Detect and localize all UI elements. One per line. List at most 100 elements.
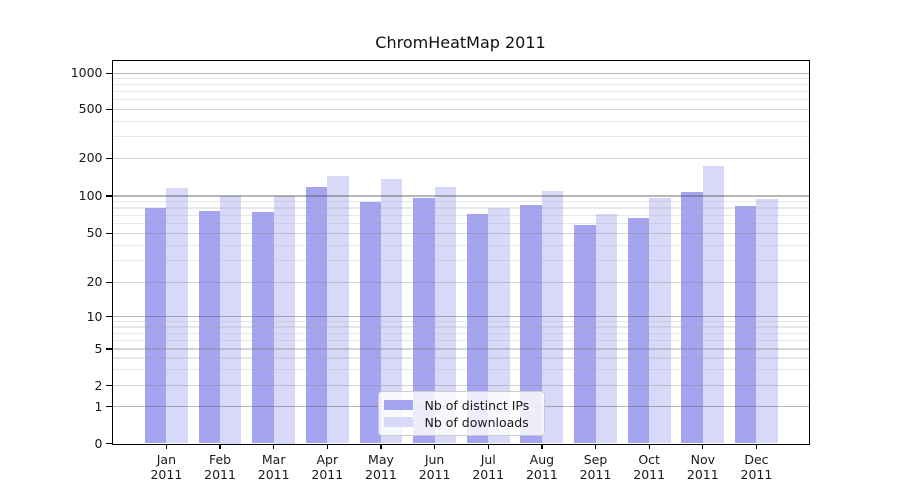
y-tick-label: 10 — [86, 308, 103, 324]
legend-label-downloads: Nb of downloads — [424, 414, 529, 430]
bar-nb-of-distinct-ips-sep — [574, 225, 596, 444]
bar-nb-of-distinct-ips-feb — [198, 210, 221, 444]
bar-nb-of-downloads-jan — [166, 188, 188, 444]
gridline-minor — [112, 244, 809, 246]
y-tick-label: 2 — [94, 377, 103, 393]
gridline-mid — [112, 108, 809, 110]
gridline-minor — [112, 222, 809, 225]
legend-item-downloads: Nb of downloads — [384, 414, 544, 431]
bar-nb-of-distinct-ips-jun — [413, 198, 435, 444]
gridline-mid — [112, 157, 809, 159]
bar-nb-of-distinct-ips-oct — [627, 218, 650, 444]
gridline-minor — [112, 260, 809, 262]
bar-nb-of-downloads-may — [380, 178, 403, 444]
gridline-minor — [112, 326, 809, 328]
gridline-minor — [112, 78, 809, 80]
gridline-minor — [112, 120, 809, 122]
bar-nb-of-downloads-mar — [273, 196, 296, 444]
y-tick-label: 200 — [78, 150, 103, 166]
x-tick — [487, 443, 489, 449]
x-tick-label-apr: Apr 2011 — [311, 452, 344, 482]
gridline-minor — [112, 207, 809, 209]
gridline-mid — [112, 348, 809, 350]
plot-area: 0 1 2 5 10 20 50 100 200 500 1000 Jan 2011 Feb 2011 Mar… — [71, 60, 810, 482]
gridline-minor — [112, 321, 809, 323]
x-tick — [326, 443, 328, 449]
x-tick-label-dec: Dec 2011 — [740, 452, 773, 482]
x-tick — [219, 443, 221, 449]
bar-nb-of-distinct-ips-aug — [520, 204, 542, 444]
x-tick-label-jun: Jun 2011 — [418, 452, 451, 482]
bar-nb-of-downloads-nov — [702, 165, 725, 444]
gridline-mid — [112, 281, 809, 283]
gridline-major — [112, 316, 809, 318]
y-tick — [105, 195, 113, 197]
y-tick — [105, 316, 113, 318]
x-tick-label-may: May 2011 — [365, 452, 397, 482]
gridline-major — [112, 72, 809, 74]
x-tick — [755, 443, 758, 449]
y-tick — [105, 348, 113, 350]
bar-nb-of-downloads-jul — [488, 208, 510, 444]
x-tick-label-sep: Sep 2011 — [579, 452, 612, 482]
x-tick-label-oct: Oct 2011 — [633, 452, 666, 482]
y-tick — [105, 157, 113, 159]
gridline-mid — [112, 232, 809, 234]
x-tick-label-jul: Jul 2011 — [472, 452, 505, 482]
x-tick-label-aug: Aug 2011 — [525, 452, 558, 482]
x-tick — [702, 443, 704, 449]
y-tick-label: 500 — [78, 101, 103, 117]
gridline-minor — [112, 84, 809, 86]
gridline-minor — [112, 136, 809, 138]
legend-item-distinct-ips: Nb of distinct IPs — [384, 397, 544, 414]
y-tick-label: 100 — [78, 188, 103, 203]
bar-nb-of-distinct-ips-nov — [681, 191, 703, 444]
y-tick — [105, 385, 113, 387]
x-tick — [165, 443, 168, 449]
x-tick — [594, 443, 597, 449]
gridline-minor — [112, 357, 809, 359]
x-tick-label-nov: Nov 2011 — [686, 452, 719, 482]
bar-nb-of-distinct-ips-apr — [305, 186, 328, 444]
x-tick — [433, 443, 436, 449]
gridline-minor — [112, 201, 809, 203]
gridline-minor — [112, 368, 809, 371]
y-tick — [105, 406, 113, 408]
bar-nb-of-downloads-dec — [756, 198, 778, 444]
y-tick — [105, 232, 113, 234]
y-tick-label: 5 — [94, 341, 103, 356]
legend: Nb of distinct IPs Nb of downloads — [378, 391, 545, 436]
grid-layer — [112, 61, 809, 444]
bar-nb-of-downloads-feb — [220, 196, 242, 444]
y-tick — [105, 72, 113, 74]
y-tick — [105, 442, 113, 445]
legend-swatch-distinct-ips — [384, 399, 413, 411]
chart-title: ChromHeatMap 2011 — [375, 33, 546, 52]
legend-swatch-downloads — [384, 416, 413, 428]
x-tick — [380, 443, 382, 449]
bar-nb-of-downloads-sep — [595, 213, 617, 444]
gridline-minor — [112, 99, 809, 101]
x-tick — [541, 443, 543, 449]
y-tick — [105, 108, 113, 110]
gridline-mid — [112, 385, 809, 387]
bar-nb-of-distinct-ips-may — [359, 201, 381, 444]
bar-nb-of-distinct-ips-mar — [252, 212, 274, 444]
bar-nb-of-downloads-oct — [649, 197, 671, 444]
y-tick-label: 20 — [86, 274, 103, 290]
gridline-minor — [112, 339, 809, 342]
y-tick-label: 50 — [86, 225, 103, 241]
x-tick — [273, 443, 275, 449]
y-tick-label: 1000 — [70, 65, 103, 81]
x-tick-label-mar: Mar 2011 — [257, 452, 290, 482]
x-tick — [648, 443, 650, 449]
legend-label-distinct-ips: Nb of distinct IPs — [424, 397, 530, 413]
bar-nb-of-distinct-ips-jan — [145, 208, 167, 444]
bar-nb-of-downloads-apr — [327, 175, 349, 444]
bar-nb-of-downloads-jun — [434, 186, 456, 444]
bar-nb-of-distinct-ips-jul — [466, 214, 489, 444]
gridline-major — [112, 195, 809, 197]
bar-nb-of-distinct-ips-dec — [735, 206, 757, 444]
axis-layer: 0 1 2 5 10 20 50 100 200 500 1000 Jan 2011 Feb 2011 Mar… — [71, 61, 810, 482]
